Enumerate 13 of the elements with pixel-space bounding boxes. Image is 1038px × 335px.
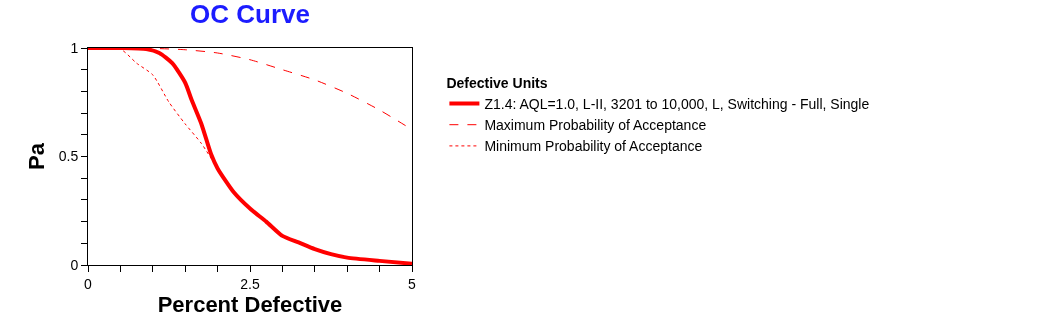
legend-label: Z1.4: AQL=1.0, L-II, 3201 to 10,000, L, Switching - Full, Single [484,95,870,112]
y-tick-label: 0.5 [58,148,79,165]
y-tick-label: 1 [70,39,79,56]
x-tick-label: 0 [84,275,93,292]
legend-label: Maximum Probability of Acceptance [484,117,707,134]
chart-title: OC Curve [190,0,310,30]
legend-label: Minimum Probability of Acceptance [484,138,703,155]
y-tick-label: 0 [70,256,79,273]
x-tick-label: 2.5 [240,275,260,292]
x-tick-label: 5 [408,275,417,292]
y-axis-title: Pa [23,142,49,170]
legend-title: Defective Units [446,74,548,91]
x-axis-title: Percent Defective [157,291,343,317]
